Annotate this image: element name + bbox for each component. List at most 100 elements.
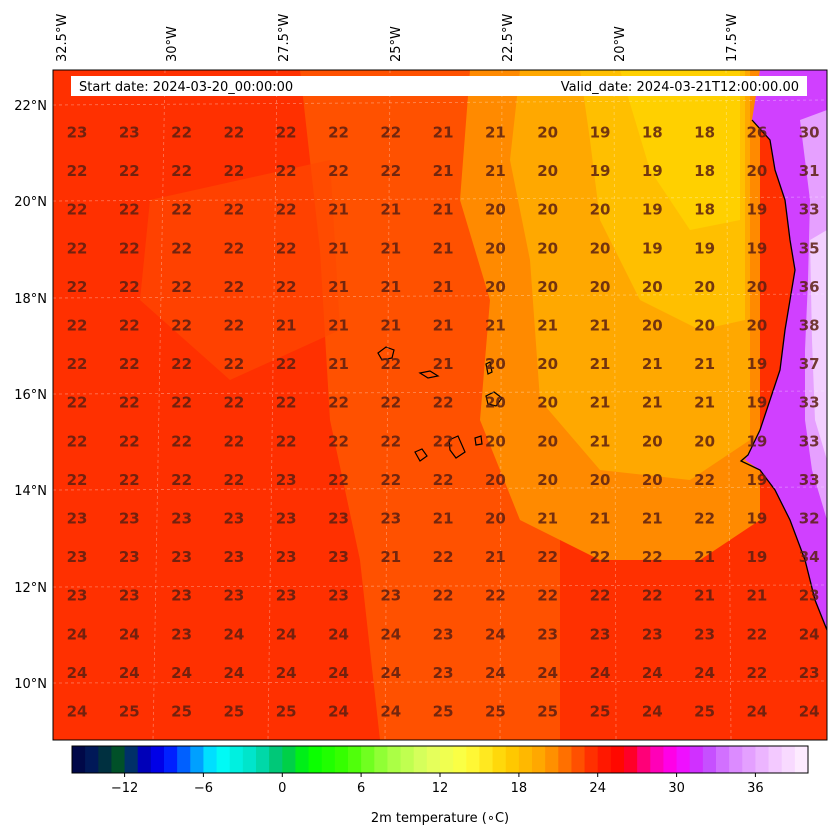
temperature-value: 35 — [799, 239, 820, 257]
temperature-value: 23 — [223, 548, 244, 566]
temperature-value: 21 — [485, 124, 506, 142]
temperature-value: 25 — [171, 703, 192, 721]
temperature-value: 21 — [328, 239, 349, 257]
colorbar-segment — [242, 746, 257, 773]
info-banner — [71, 76, 807, 96]
temperature-value: 22 — [590, 548, 611, 566]
temperature-value: 22 — [67, 471, 88, 489]
temperature-value: 18 — [694, 124, 715, 142]
temperature-value: 22 — [276, 394, 297, 412]
temperature-value: 20 — [642, 278, 663, 296]
temperature-value: 19 — [746, 394, 767, 412]
colorbar-tick-label: 24 — [589, 781, 606, 796]
temperature-value: 21 — [433, 278, 454, 296]
colorbar-segment — [571, 746, 586, 773]
temperature-value: 23 — [223, 587, 244, 605]
temperature-value: 18 — [642, 124, 663, 142]
temperature-value: 20 — [694, 317, 715, 335]
temperature-value: 21 — [328, 355, 349, 373]
temperature-value: 23 — [799, 587, 820, 605]
colorbar-segment — [295, 746, 310, 773]
colorbar-segment — [676, 746, 691, 773]
temperature-value: 22 — [67, 355, 88, 373]
temperature-value: 22 — [485, 587, 506, 605]
temperature-value: 20 — [642, 317, 663, 335]
temperature-value: 22 — [276, 124, 297, 142]
temperature-value: 22 — [171, 239, 192, 257]
colorbar-segment — [177, 746, 191, 773]
temperature-value: 22 — [433, 394, 454, 412]
temperature-value: 19 — [746, 548, 767, 566]
temperature-value: 21 — [694, 394, 715, 412]
temperature-value: 34 — [799, 548, 820, 566]
temperature-value: 24 — [223, 625, 244, 643]
temperature-value: 21 — [328, 278, 349, 296]
temperature-value: 24 — [67, 703, 88, 721]
temperature-value: 22 — [171, 124, 192, 142]
colorbar-segment — [584, 746, 599, 773]
colorbar-segment — [650, 746, 665, 773]
lat-label: 20°N — [14, 195, 47, 210]
colorbar-tick-label: −12 — [111, 781, 138, 796]
temperature-value: 20 — [485, 471, 506, 489]
colorbar-segment — [348, 746, 362, 773]
colorbar-tick-label: 30 — [668, 781, 685, 796]
temperature-value: 20 — [537, 432, 558, 450]
temperature-value: 23 — [171, 625, 192, 643]
temperature-value: 19 — [642, 239, 663, 257]
temperature-value: 22 — [694, 510, 715, 528]
temperature-value: 25 — [119, 703, 140, 721]
temperature-value: 22 — [223, 239, 244, 257]
temperature-value: 22 — [694, 471, 715, 489]
temperature-value: 22 — [537, 587, 558, 605]
temperature-value: 25 — [537, 703, 558, 721]
temperature-value: 23 — [642, 625, 663, 643]
colorbar-segment — [387, 746, 402, 773]
temperature-value: 24 — [642, 703, 663, 721]
temperature-value: 25 — [485, 703, 506, 721]
temperature-value: 23 — [328, 548, 349, 566]
temperature-value: 24 — [328, 664, 349, 682]
lon-label: 17.5°W — [725, 14, 740, 62]
temperature-value: 33 — [799, 201, 820, 219]
temperature-value: 24 — [276, 625, 297, 643]
colorbar-segment — [624, 746, 638, 773]
temperature-value: 25 — [694, 703, 715, 721]
temperature-value: 22 — [276, 355, 297, 373]
temperature-value: 21 — [433, 201, 454, 219]
colorbar-segment — [466, 746, 481, 773]
temperature-value: 24 — [590, 664, 611, 682]
temperature-value: 22 — [119, 432, 140, 450]
lon-label: 25°W — [389, 26, 404, 62]
valid-date-label: Valid_date: 2024-03-21T12:00:00.00 — [561, 80, 799, 95]
colorbar-segment — [374, 746, 389, 773]
lon-label: 20°W — [613, 26, 628, 62]
temperature-value: 33 — [799, 471, 820, 489]
colorbar-segment — [505, 746, 520, 773]
temperature-value: 22 — [746, 664, 767, 682]
temperature-value: 23 — [276, 548, 297, 566]
colorbar-segment — [269, 746, 283, 773]
temperature-value: 22 — [119, 278, 140, 296]
colorbar-segment — [663, 746, 678, 773]
colorbar-tick-label: 36 — [747, 781, 764, 796]
colorbar-segment — [794, 746, 809, 773]
temperature-value: 24 — [642, 664, 663, 682]
colorbar-segment — [334, 746, 349, 773]
temperature-value: 20 — [746, 278, 767, 296]
temperature-value: 22 — [223, 471, 244, 489]
temperature-value: 21 — [590, 355, 611, 373]
temperature-value: 22 — [223, 162, 244, 180]
temperature-value: 22 — [223, 432, 244, 450]
temperature-value: 24 — [380, 664, 401, 682]
temperature-value: 21 — [642, 394, 663, 412]
temperature-value: 22 — [119, 394, 140, 412]
latitude-labels: 22°N 20°N 18°N 16°N 14°N 12°N 10°N — [14, 99, 47, 692]
temperature-value: 22 — [171, 201, 192, 219]
coastline — [739, 119, 827, 631]
temperature-value: 21 — [694, 355, 715, 373]
temperature-value: 23 — [119, 124, 140, 142]
temperature-value: 22 — [67, 239, 88, 257]
temperature-value: 23 — [171, 587, 192, 605]
temperature-value: 19 — [746, 471, 767, 489]
